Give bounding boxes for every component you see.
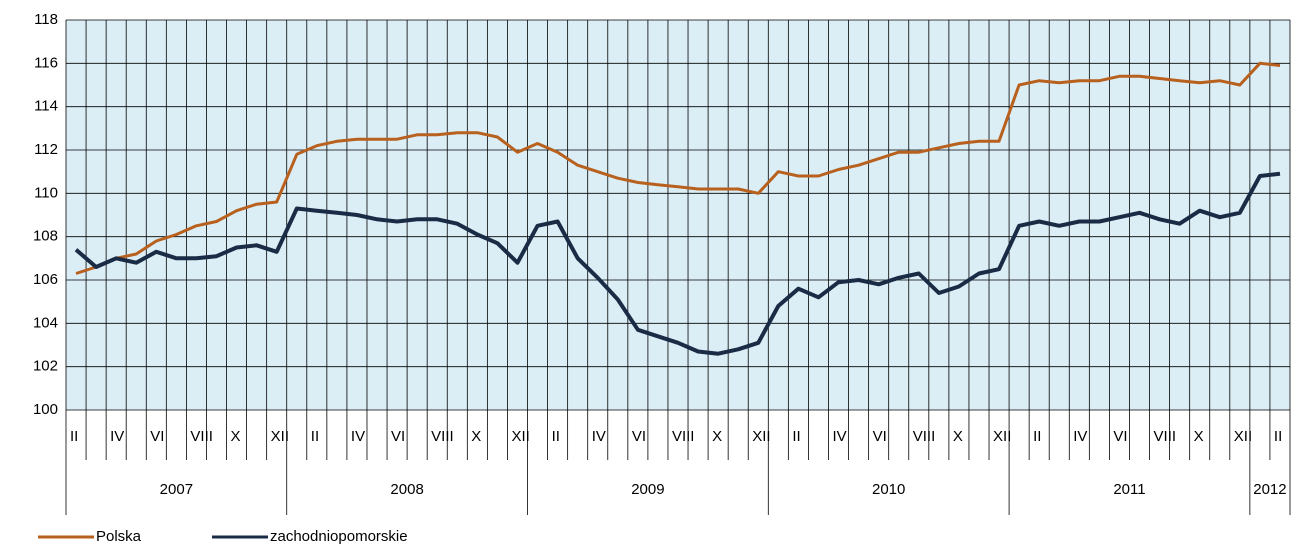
year-label: 2011	[1113, 481, 1145, 498]
y-tick-label: 114	[34, 98, 58, 115]
x-tick-label: VI	[391, 428, 405, 445]
x-tick-label: IV	[110, 428, 124, 445]
year-label: 2009	[631, 481, 664, 498]
year-label: 2007	[160, 481, 193, 498]
y-tick-label: 118	[34, 11, 58, 28]
x-tick-label: X	[953, 428, 963, 445]
x-tick-label: XII	[1234, 428, 1252, 445]
x-tick-label: VIII	[431, 428, 454, 445]
year-label: 2012	[1253, 481, 1286, 498]
x-tick-label: X	[712, 428, 722, 445]
x-tick-label: X	[231, 428, 241, 445]
x-tick-label: II	[311, 428, 319, 445]
x-tick-label: VI	[873, 428, 887, 445]
x-tick-label: II	[1274, 428, 1282, 445]
x-tick-label: IV	[1073, 428, 1087, 445]
y-tick-label: 100	[33, 401, 58, 418]
x-tick-label: VIII	[672, 428, 695, 445]
series-line	[74, 171, 1281, 356]
series-line	[75, 61, 1281, 275]
x-tick-label: II	[1033, 428, 1041, 445]
y-tick-label: 112	[34, 141, 58, 158]
plot-area	[66, 20, 1290, 410]
x-tick-label: X	[471, 428, 481, 445]
year-label: 2010	[872, 481, 905, 498]
x-tick-label: X	[1194, 428, 1204, 445]
x-tick-label: XII	[271, 428, 289, 445]
x-tick-label: IV	[592, 428, 606, 445]
x-tick-label: II	[792, 428, 800, 445]
y-tick-label: 102	[33, 358, 58, 375]
x-tick-label: VIII	[1154, 428, 1177, 445]
x-tick-label: VI	[150, 428, 164, 445]
x-tick-label: XII	[752, 428, 770, 445]
legend-label: Polska	[96, 528, 142, 545]
y-tick-label: 104	[33, 314, 58, 331]
y-tick-label: 108	[33, 228, 58, 245]
x-tick-label: VI	[1113, 428, 1127, 445]
x-tick-label: VI	[632, 428, 646, 445]
x-tick-label: XII	[993, 428, 1011, 445]
y-tick-label: 106	[33, 271, 58, 288]
x-tick-label: IV	[832, 428, 846, 445]
x-tick-label: II	[70, 428, 78, 445]
x-tick-label: VIII	[913, 428, 936, 445]
x-tick-label: XII	[511, 428, 529, 445]
y-tick-label: 116	[34, 54, 58, 71]
year-label: 2008	[390, 481, 423, 498]
legend-label: zachodniopomorskie	[270, 528, 408, 545]
x-tick-label: II	[552, 428, 560, 445]
x-tick-label: VIII	[190, 428, 213, 445]
x-tick-label: IV	[351, 428, 365, 445]
y-tick-label: 110	[34, 184, 58, 201]
